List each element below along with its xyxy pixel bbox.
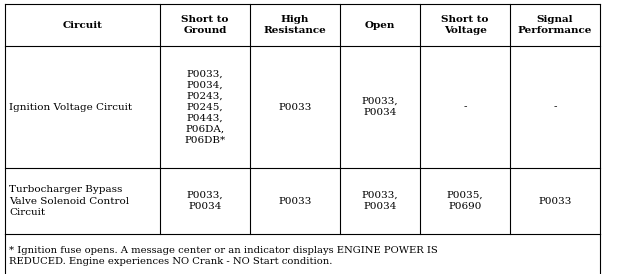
Text: * Ignition fuse opens. A message center or an indicator displays ENGINE POWER IS: * Ignition fuse opens. A message center … — [9, 246, 438, 266]
Text: P0033,
P0034: P0033, P0034 — [187, 191, 223, 211]
Text: Ignition Voltage Circuit: Ignition Voltage Circuit — [9, 102, 132, 112]
Text: -: - — [463, 102, 467, 112]
Text: P0033: P0033 — [278, 102, 312, 112]
Text: P0033: P0033 — [278, 196, 312, 206]
Text: Circuit: Circuit — [63, 21, 103, 30]
Text: P0033,
P0034: P0033, P0034 — [362, 191, 398, 211]
Text: Signal
Performance: Signal Performance — [518, 15, 592, 35]
Text: P0035,
P0690: P0035, P0690 — [447, 191, 484, 211]
Text: Open: Open — [365, 21, 395, 30]
Text: Short to
Ground: Short to Ground — [181, 15, 228, 35]
Text: Short to
Voltage: Short to Voltage — [441, 15, 489, 35]
Text: High
Resistance: High Resistance — [263, 15, 327, 35]
Text: P0033,
P0034,
P0243,
P0245,
P0443,
P06DA,
P06DB*: P0033, P0034, P0243, P0245, P0443, P06DA… — [184, 69, 226, 145]
Text: P0033,
P0034: P0033, P0034 — [362, 97, 398, 117]
Text: Turbocharger Bypass
Valve Solenoid Control
Circuit: Turbocharger Bypass Valve Solenoid Contr… — [9, 185, 129, 217]
Text: P0033: P0033 — [538, 196, 572, 206]
Text: -: - — [553, 102, 557, 112]
